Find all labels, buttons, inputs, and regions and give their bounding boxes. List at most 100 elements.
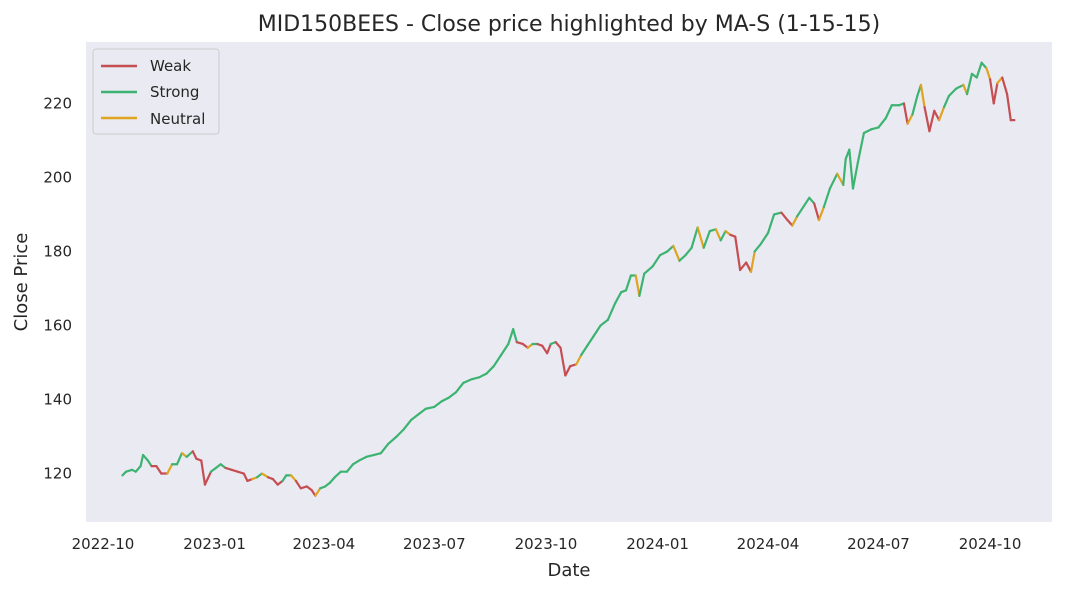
price-segment-neutral <box>919 83 926 109</box>
price-segment-strong <box>447 391 458 399</box>
price-segment-strong <box>592 324 602 338</box>
price-segment-strong <box>851 161 859 190</box>
price-segment-strong <box>485 365 495 375</box>
price-segment-neutral <box>817 205 825 222</box>
price-segment-strong <box>512 328 518 344</box>
price-segment-weak <box>786 218 794 227</box>
y-tick-label: 140 <box>43 391 72 409</box>
price-segment-weak <box>559 346 567 377</box>
price-segment-strong <box>828 172 839 190</box>
price-segment-weak <box>271 477 279 486</box>
price-segment-neutral <box>696 226 705 249</box>
price-segment-strong <box>345 463 355 473</box>
price-segment-strong <box>808 196 816 205</box>
x-tick-label: 2023-01 <box>183 535 246 553</box>
price-segment-strong <box>492 353 503 368</box>
price-segment-strong <box>690 226 699 249</box>
price-segment-weak <box>1005 93 1012 122</box>
price-segment-strong <box>955 83 965 90</box>
price-lines <box>121 61 1016 497</box>
y-axis-ticks: 120 140 160 180 200 220 <box>43 94 72 482</box>
price-segment-weak <box>734 235 742 272</box>
price-segment-strong <box>328 476 336 484</box>
price-segment-neutral <box>289 474 298 483</box>
x-tick-label: 2024-01 <box>626 535 689 553</box>
price-segment-weak <box>928 109 936 133</box>
price-segment-neutral <box>791 215 799 227</box>
price-segment-weak <box>200 459 207 486</box>
price-segment-strong <box>638 272 646 297</box>
price-segment-strong <box>643 265 654 275</box>
price-segment-neutral <box>985 67 992 81</box>
price-segment-strong <box>379 442 390 455</box>
price-segment-strong <box>965 72 974 96</box>
price-segment-weak <box>902 102 909 125</box>
y-tick-label: 180 <box>43 242 72 260</box>
price-segment-strong <box>440 396 450 403</box>
price-segment-strong <box>848 148 855 190</box>
price-segment-strong <box>678 254 687 262</box>
price-segment-strong <box>947 87 958 98</box>
y-tick-label: 200 <box>43 168 72 186</box>
x-tick-label: 2022-10 <box>72 535 135 553</box>
x-tick-label: 2023-10 <box>515 535 578 553</box>
price-segment-strong <box>614 291 623 305</box>
price-segment-strong <box>911 94 919 116</box>
price-segment-strong <box>586 335 595 347</box>
price-segment-strong <box>580 344 589 357</box>
price-segment-strong <box>702 230 711 249</box>
price-segment-weak <box>546 342 552 355</box>
x-axis-label: Date <box>547 560 590 581</box>
price-segment-strong <box>666 244 675 253</box>
price-segment-strong <box>139 453 145 468</box>
y-axis-label: Close Price <box>11 233 32 332</box>
price-segment-strong <box>980 61 988 70</box>
x-tick-label: 2023-07 <box>403 535 466 553</box>
price-segment-neutral <box>166 463 174 475</box>
legend: Weak Strong Neutral <box>92 48 220 135</box>
price-segment-strong <box>410 413 420 421</box>
price-segment-strong <box>175 452 183 466</box>
price-segment-strong <box>387 435 398 446</box>
legend-box <box>92 48 220 135</box>
price-segment-strong <box>357 455 368 462</box>
price-segment-weak <box>242 472 249 483</box>
price-segment-strong <box>862 128 873 135</box>
price-segment-strong <box>624 274 632 292</box>
price-segment-neutral <box>314 487 322 497</box>
price-segment-neutral <box>714 228 722 242</box>
legend-label-neutral: Neutral <box>150 110 205 128</box>
y-tick-label: 220 <box>43 94 72 112</box>
price-segment-strong <box>796 205 805 218</box>
price-segment-weak <box>541 344 549 355</box>
price-segment-strong <box>507 328 515 346</box>
price-segment-neutral <box>634 274 641 297</box>
y-tick-label: 160 <box>43 316 72 334</box>
price-segment-neutral <box>749 250 756 273</box>
legend-label-weak: Weak <box>150 57 191 75</box>
price-segment-strong <box>462 378 474 384</box>
x-tick-label: 2024-07 <box>847 535 910 553</box>
price-segment-neutral <box>836 172 845 186</box>
price-segment-strong <box>141 453 149 462</box>
price-segment-strong <box>759 231 770 246</box>
price-segment-strong <box>146 459 153 468</box>
price-segment-strong <box>606 302 617 322</box>
price-segment-strong <box>185 450 194 458</box>
price-segment-strong <box>351 459 361 466</box>
price-segment-weak <box>191 450 198 460</box>
x-axis-ticks: 2022-10 2023-01 2023-04 2023-07 2023-10 2024-… <box>72 535 1022 553</box>
price-segment-neutral <box>938 106 946 122</box>
price-segment-strong <box>870 126 880 131</box>
price-segment-weak <box>933 109 941 122</box>
price-segment-weak <box>203 470 213 486</box>
y-tick-label: 120 <box>43 465 72 483</box>
price-segment-weak <box>1001 76 1009 96</box>
price-segment-strong <box>822 187 832 209</box>
legend-label-strong: Strong <box>150 83 199 101</box>
price-segment-strong <box>499 342 510 357</box>
chart-title: MID150BEES - Close price highlighted by … <box>258 12 881 37</box>
price-segment-strong <box>975 61 983 79</box>
price-segment-strong <box>281 474 288 483</box>
plot-area <box>86 42 1052 522</box>
